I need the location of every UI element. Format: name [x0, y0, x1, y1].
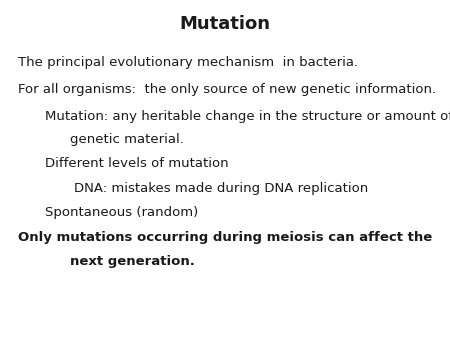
Text: Only mutations occurring during meiosis can affect the: Only mutations occurring during meiosis …: [18, 231, 432, 243]
Text: next generation.: next generation.: [70, 255, 194, 268]
Text: Spontaneous (random): Spontaneous (random): [45, 206, 198, 218]
Text: Mutation: any heritable change in the structure or amount of: Mutation: any heritable change in the st…: [45, 110, 450, 123]
Text: The principal evolutionary mechanism  in bacteria.: The principal evolutionary mechanism in …: [18, 56, 358, 69]
Text: Mutation: Mutation: [180, 15, 270, 33]
Text: For all organisms:  the only source of new genetic information.: For all organisms: the only source of ne…: [18, 83, 436, 96]
Text: genetic material.: genetic material.: [70, 133, 184, 146]
Text: DNA: mistakes made during DNA replication: DNA: mistakes made during DNA replicatio…: [74, 182, 369, 195]
Text: Different levels of mutation: Different levels of mutation: [45, 157, 229, 170]
